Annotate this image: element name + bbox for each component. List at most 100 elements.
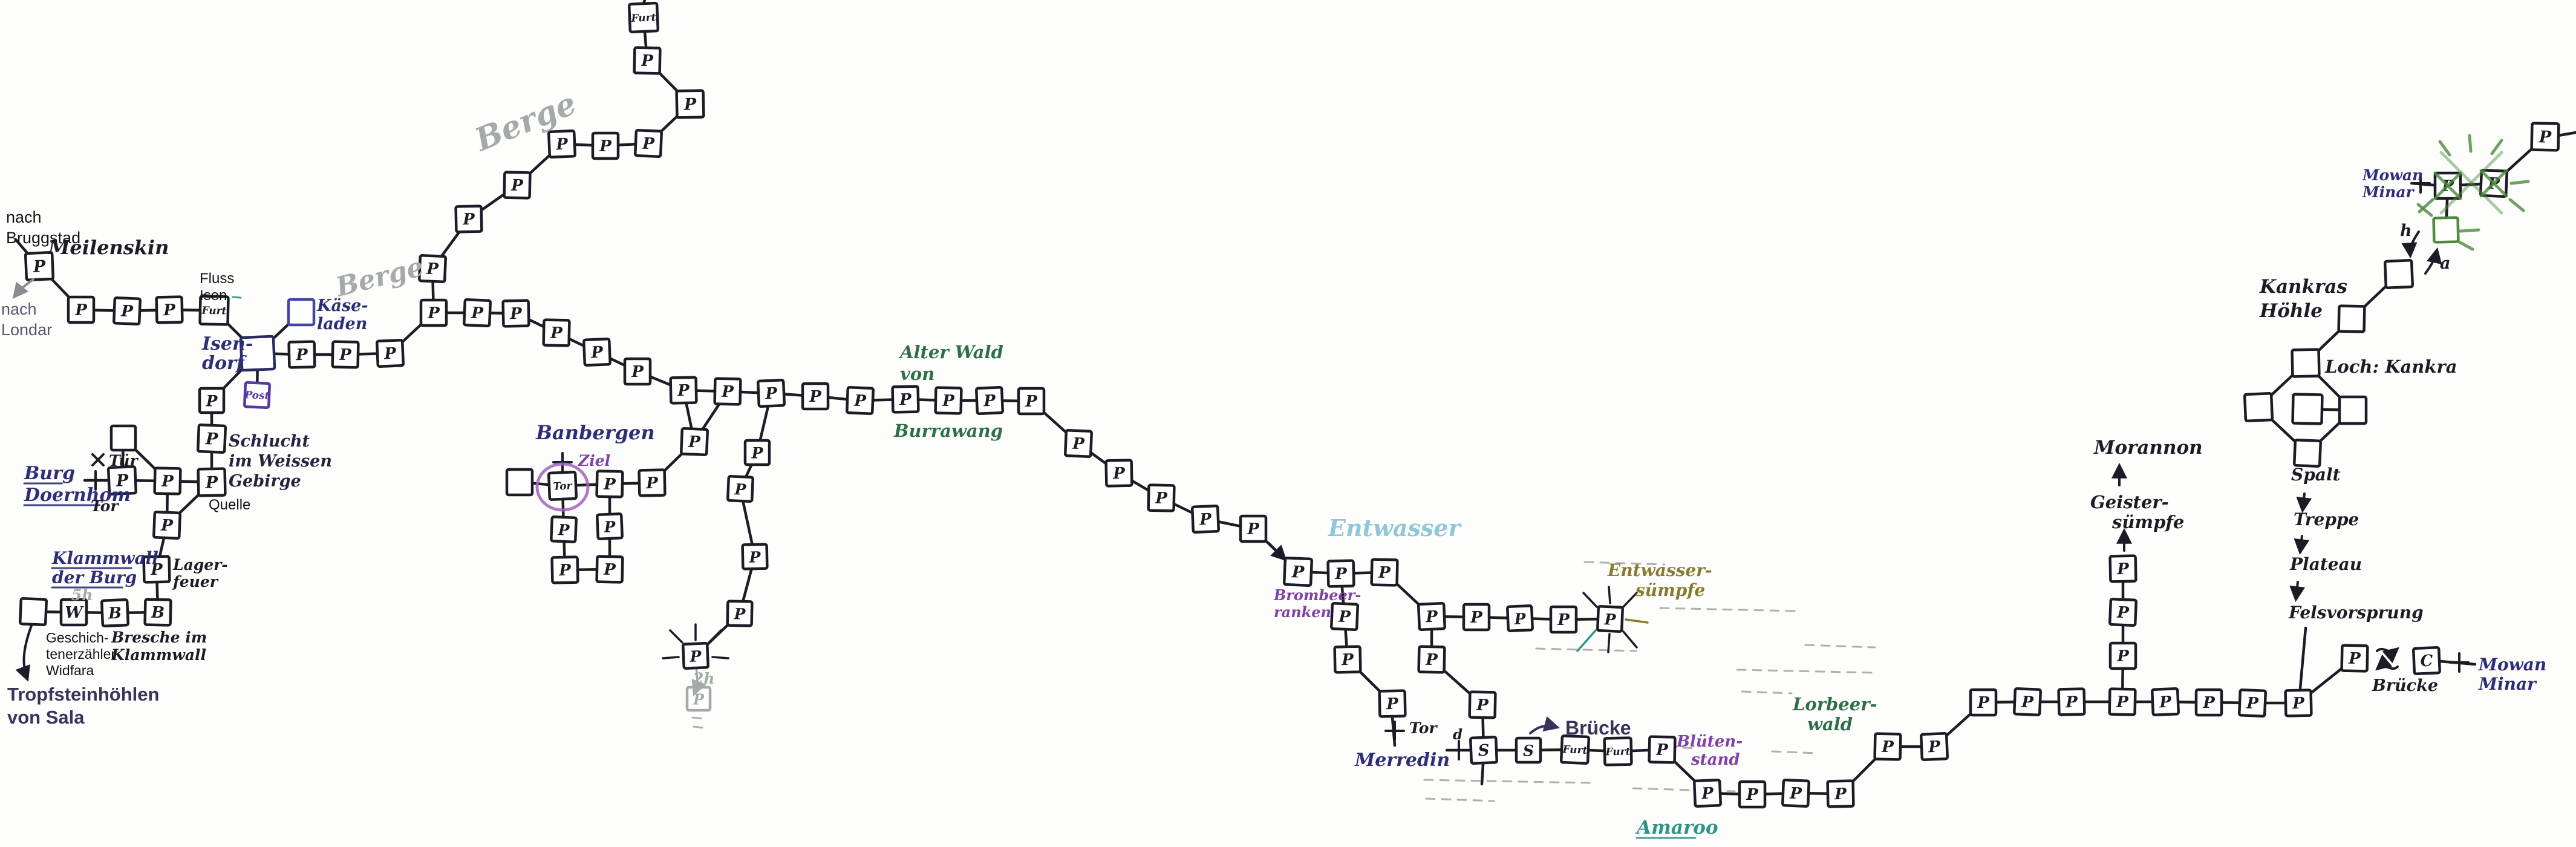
map-node-p: P	[1738, 780, 1767, 809]
node-box	[682, 642, 709, 670]
node-box	[2194, 688, 2223, 717]
node-box	[2432, 216, 2460, 244]
node-letter: P	[427, 304, 440, 322]
pencil-hatch-line	[691, 716, 706, 720]
goal-circle	[535, 462, 590, 512]
map-label-käse: Käse-laden	[316, 296, 368, 333]
map-label-line: Fluss	[200, 270, 234, 287]
node-letter: P	[558, 561, 572, 580]
map-label-tropfsteinhöhlen: Tropfsteinhöhlen von Sala	[7, 684, 159, 728]
map-node-p: P	[1462, 603, 1491, 632]
node-letter: P	[74, 301, 88, 319]
map-node-p: P	[2013, 687, 2042, 716]
node-box	[2291, 393, 2324, 425]
map-label-line: Widfara	[46, 662, 94, 678]
map-label-ziel: Ziel	[578, 452, 610, 469]
map-node-p: P	[669, 376, 698, 405]
map-node-p: P	[1333, 645, 1362, 674]
node-box	[550, 555, 579, 584]
node-letter: C	[2420, 652, 2433, 671]
node-box	[591, 131, 620, 160]
node-letter: P	[2021, 693, 2035, 712]
node-letter: P	[1199, 511, 1213, 529]
node-letter: P	[2116, 560, 2130, 578]
map-node-p: P	[596, 512, 624, 540]
map-label-line: Lager-	[172, 556, 228, 574]
node-box	[287, 340, 316, 369]
layer-edges	[31, 16, 2547, 796]
node-box	[463, 298, 492, 327]
map-node-p: P	[757, 379, 786, 408]
node-box	[287, 298, 316, 327]
map-label-fluss: Fluss Isen	[200, 270, 234, 304]
node-box	[197, 467, 227, 497]
map-node-p: P	[454, 204, 483, 234]
map-node-p: P	[934, 386, 963, 415]
map-node-p: P	[1191, 505, 1220, 534]
map-node-p: P	[1282, 556, 1314, 587]
map-label-line: Quelle	[209, 497, 250, 513]
node-letter: S	[1523, 742, 1534, 760]
node-letter: P	[688, 433, 702, 452]
map-node-empty	[2383, 258, 2415, 290]
annotation-arrow	[2296, 492, 2312, 514]
map-node-b: B	[100, 598, 129, 627]
node-box	[331, 340, 360, 369]
map-label-line: Tropfsteinhöhlen	[7, 684, 159, 705]
node-letter: P	[509, 305, 523, 323]
green-crossout-mark	[2416, 203, 2433, 217]
node-box	[152, 511, 181, 540]
map-label-line: d	[1453, 727, 1462, 743]
node-box	[67, 295, 96, 324]
map-label-line: ranken	[1274, 603, 1331, 621]
node-box	[634, 129, 663, 158]
node-letter: P	[510, 177, 524, 195]
map-label-line: Tor	[91, 497, 119, 515]
map-node-p: P	[591, 131, 620, 160]
map-node-p: P	[595, 555, 624, 584]
map-label-line: Geschich-	[46, 630, 109, 646]
node-box	[1469, 736, 1498, 765]
node-letter: P	[204, 430, 218, 449]
map-node-p: P	[891, 385, 920, 414]
map-label-line: Burg	[24, 463, 75, 484]
pencil-hatch-line	[693, 725, 705, 729]
map-node-p: P	[2108, 687, 2137, 716]
node-letter: P	[748, 548, 761, 566]
map-label-line: im Weissen	[229, 452, 332, 471]
map-label-line: feuer	[172, 573, 219, 590]
map-label-line: Blüten-	[1676, 733, 1743, 751]
node-box	[376, 339, 405, 368]
map-node-p: P	[1468, 690, 1497, 719]
node-box	[143, 598, 172, 627]
map-node-p: P	[2530, 122, 2560, 152]
node-letter: P	[1928, 738, 1942, 757]
node-letter: P	[2116, 693, 2130, 711]
node-letter: P	[721, 383, 735, 401]
green-crossout-mark	[2490, 139, 2503, 155]
node-box	[2151, 687, 2180, 716]
node-box	[1191, 505, 1220, 534]
green-crossout-mark	[2439, 151, 2503, 215]
map-node-p: P	[550, 515, 578, 543]
node-letter: P	[1155, 489, 1169, 508]
map-label-line: 2h	[693, 670, 715, 687]
pencil-hatch-line	[1425, 797, 1495, 802]
node-letter: P	[2246, 695, 2260, 713]
map-node-p: P	[106, 465, 138, 496]
node-box	[155, 295, 184, 324]
node-letter: P	[733, 605, 746, 623]
node-letter: P	[383, 345, 397, 364]
map-label-line: Höhle	[2259, 300, 2323, 322]
map-node-s: S	[1515, 736, 1542, 764]
node-letter: P	[1334, 565, 1348, 583]
node-box	[934, 386, 963, 415]
node-letter: P	[2116, 604, 2130, 623]
map-label-line: dorf	[202, 353, 247, 374]
map-label-line: Minar	[2478, 674, 2537, 694]
map-label-entwasser: Entwasser-sümpfe	[1607, 560, 1712, 600]
node-letter: Furt	[630, 11, 656, 25]
node-letter: P	[32, 257, 46, 276]
map-node-p: P	[2057, 687, 2086, 716]
map-node-p: P	[112, 296, 142, 325]
